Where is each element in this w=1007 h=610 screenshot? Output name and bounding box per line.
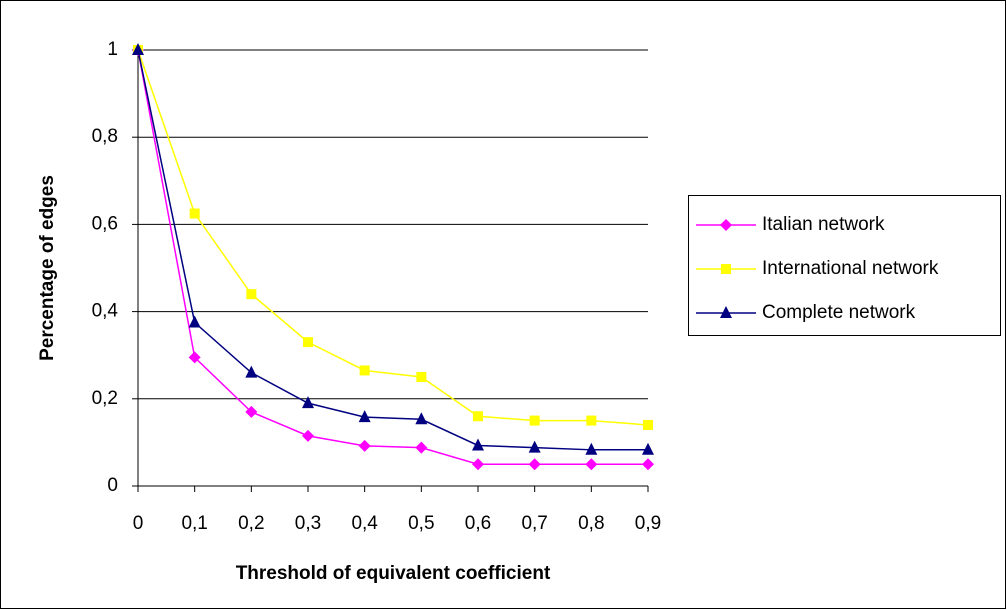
data-point xyxy=(643,419,653,430)
x-tick-label: 0,7 xyxy=(521,513,547,534)
x-tick-label: 0 xyxy=(133,513,144,534)
data-point xyxy=(415,441,428,454)
y-tick-label: 1 xyxy=(107,39,118,60)
legend-label: International network xyxy=(762,258,939,279)
legend-box xyxy=(688,195,1001,336)
data-point xyxy=(132,43,144,55)
y-tick-label: 0,6 xyxy=(92,213,118,234)
data-point xyxy=(245,365,258,378)
legend-label: Complete network xyxy=(762,302,916,323)
data-point xyxy=(245,405,258,418)
legend-marker xyxy=(720,306,732,318)
data-point xyxy=(358,410,371,423)
data-point xyxy=(303,337,313,348)
data-point xyxy=(642,442,654,455)
y-tick-label: 0,2 xyxy=(92,388,118,409)
data-point xyxy=(188,351,201,364)
x-tick-label: 0,9 xyxy=(635,513,661,534)
data-point xyxy=(302,429,314,442)
data-point xyxy=(188,315,201,328)
y-tick-label: 0,4 xyxy=(92,301,119,322)
legend-label: Italian network xyxy=(762,214,885,235)
legend-marker xyxy=(721,264,731,274)
data-point xyxy=(189,208,200,219)
data-point xyxy=(585,442,598,455)
series-line xyxy=(137,49,648,451)
legend-marker xyxy=(720,219,732,231)
series-line xyxy=(137,49,649,426)
data-point xyxy=(473,411,483,422)
y-tick-label: 0 xyxy=(107,475,118,496)
x-tick-label: 0,6 xyxy=(465,513,491,534)
data-point xyxy=(358,439,371,452)
data-point xyxy=(472,438,484,451)
x-tick-label: 0,5 xyxy=(408,513,434,534)
data-point xyxy=(586,415,597,426)
x-tick-label: 0,8 xyxy=(578,513,604,534)
x-tick-label: 0,3 xyxy=(295,513,321,534)
data-point xyxy=(528,458,541,471)
data-point xyxy=(642,458,654,471)
data-point xyxy=(529,415,540,426)
data-point xyxy=(302,396,314,409)
x-tick-label: 0,1 xyxy=(181,513,207,534)
x-tick-label: 0,4 xyxy=(351,513,378,534)
data-point xyxy=(415,412,428,425)
y-axis-title: Percentage of edges xyxy=(37,175,58,361)
x-tick-label: 0,2 xyxy=(238,513,264,534)
data-point xyxy=(528,440,541,453)
y-tick-label: 0,8 xyxy=(92,126,118,147)
data-point xyxy=(246,289,257,300)
data-point xyxy=(585,458,598,471)
data-point xyxy=(416,372,427,382)
series-line xyxy=(137,49,648,465)
data-point xyxy=(472,458,484,471)
x-axis-title: Threshold of equivalent coefficient xyxy=(236,563,551,584)
data-point xyxy=(359,365,370,376)
